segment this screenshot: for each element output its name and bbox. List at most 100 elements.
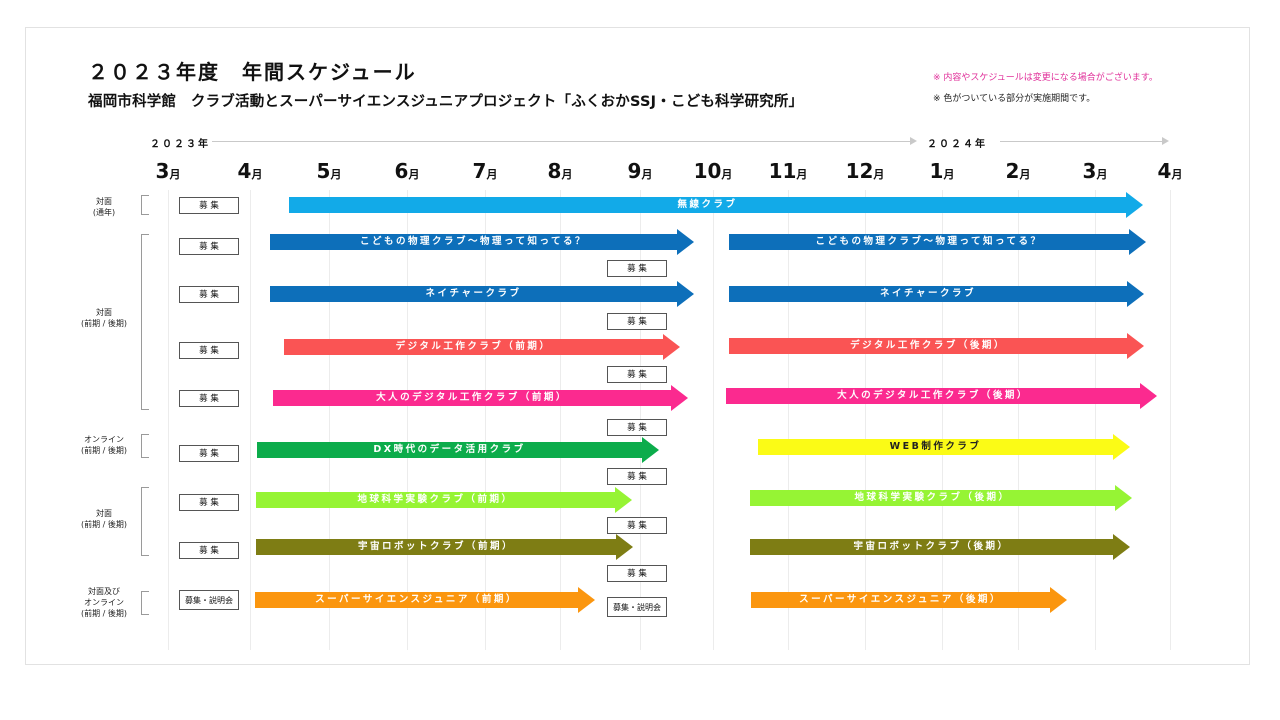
- group-label-line: 対面: [96, 308, 112, 317]
- month-number: 7: [472, 159, 487, 183]
- arrow-shaft: [729, 286, 1127, 302]
- program-arrow-5: デジタル工作クラブ（前期）: [284, 334, 680, 360]
- page-title: ２０２３年度 年間スケジュール: [88, 60, 417, 84]
- month-unit: 月: [641, 168, 653, 181]
- group-bracket: [141, 591, 149, 615]
- program-label: スーパーサイエンスジュニア（前期）: [315, 594, 518, 605]
- group-label-line: (前期 / 後期): [80, 609, 128, 618]
- grid-line: [713, 190, 714, 650]
- grid-line: [407, 190, 408, 650]
- program-arrow-9: DX時代のデータ活用クラブ: [257, 437, 659, 463]
- arrow-shaft: [257, 442, 642, 458]
- year-arrow-start: [910, 137, 917, 145]
- month-number: 12: [845, 159, 874, 183]
- month-number: 3: [1082, 159, 1097, 183]
- month-label-12: 3月: [1065, 159, 1125, 183]
- group-label-line: (前期 / 後期): [80, 520, 128, 529]
- month-label-11: 2月: [988, 159, 1048, 183]
- month-unit: 月: [721, 168, 733, 181]
- year-label-end: ２０２４年: [927, 139, 987, 150]
- arrow-shaft: [256, 539, 616, 555]
- program-label: 地球科学実験クラブ（前期）: [357, 494, 514, 505]
- arrow-shaft: [273, 390, 671, 406]
- program-label: デジタル工作クラブ（後期）: [850, 340, 1006, 351]
- recruit-box: 募 集: [607, 468, 667, 485]
- recruit-box: 募 集: [607, 260, 667, 277]
- note-change: ※ 内容やスケジュールは変更になる場合がございます。: [933, 73, 1158, 83]
- arrow-head: [663, 334, 680, 360]
- month-label-8: 11月: [758, 159, 818, 183]
- grid-line: [1018, 190, 1019, 650]
- month-number: 9: [627, 159, 642, 183]
- group-bracket: [141, 234, 149, 410]
- arrow-shaft: [270, 286, 677, 302]
- month-label-0: 3月: [138, 159, 198, 183]
- month-number: 3: [155, 159, 170, 183]
- group-label-2: オンライン (前期 / 後期): [49, 434, 159, 456]
- program-arrow-14: 宇宙ロボットクラブ（後期）: [750, 534, 1130, 560]
- recruit-box: 募 集: [607, 419, 667, 436]
- program-label: 地球科学実験クラブ（後期）: [854, 492, 1011, 503]
- arrow-shaft: [255, 592, 578, 608]
- recruit-box: 募 集: [179, 390, 239, 407]
- group-label-4: 対面及び オンライン (前期 / 後期): [49, 586, 159, 619]
- program-arrow-15: スーパーサイエンスジュニア（前期）: [255, 587, 595, 613]
- program-arrow-7: 大人のデジタル工作クラブ（前期）: [273, 385, 688, 411]
- month-number: 8: [547, 159, 562, 183]
- month-label-7: 10月: [683, 159, 743, 183]
- month-number: 1: [929, 159, 944, 183]
- grid-line: [942, 190, 943, 650]
- recruit-box: 募 集: [607, 313, 667, 330]
- arrow-head: [1113, 434, 1130, 460]
- arrow-shaft: [750, 539, 1113, 555]
- program-label: ネイチャークラブ: [880, 288, 976, 299]
- grid-line: [329, 190, 330, 650]
- group-label-line: (前期 / 後期): [80, 319, 128, 328]
- program-label: 宇宙ロボットクラブ（後期）: [853, 541, 1010, 552]
- program-label: 無線クラブ: [677, 199, 738, 210]
- month-unit: 月: [1019, 168, 1031, 181]
- month-label-3: 6月: [377, 159, 437, 183]
- program-arrow-10: WEB制作クラブ: [758, 434, 1130, 460]
- group-label-line: オンライン: [84, 435, 124, 444]
- recruit-box: 募 集: [607, 517, 667, 534]
- arrow-shaft: [256, 492, 615, 508]
- year-line-start: [212, 141, 912, 142]
- group-label-line: (前期 / 後期): [80, 446, 128, 455]
- arrow-head: [1113, 534, 1130, 560]
- month-unit: 月: [561, 168, 573, 181]
- program-label: ネイチャークラブ: [425, 288, 522, 299]
- month-number: 5: [316, 159, 331, 183]
- arrow-shaft: [750, 490, 1115, 506]
- grid-line: [865, 190, 866, 650]
- month-number: 4: [237, 159, 252, 183]
- month-label-13: 4月: [1140, 159, 1200, 183]
- program-arrow-6: デジタル工作クラブ（後期）: [729, 333, 1144, 359]
- month-unit: 月: [330, 168, 342, 181]
- month-unit: 月: [251, 168, 263, 181]
- month-unit: 月: [486, 168, 498, 181]
- month-label-10: 1月: [912, 159, 972, 183]
- arrow-head: [677, 281, 694, 307]
- month-unit: 月: [796, 168, 808, 181]
- group-label-line: 対面及び: [88, 587, 120, 596]
- program-arrow-2: こどもの物理クラブ～物理って知ってる？: [729, 229, 1146, 255]
- note-color: ※ 色がついている部分が実施期間です。: [933, 94, 1096, 104]
- group-bracket: [141, 487, 149, 556]
- arrow-head: [671, 385, 688, 411]
- arrow-head: [1140, 383, 1157, 409]
- recruit-box: 募 集: [179, 445, 239, 462]
- arrow-shaft: [729, 338, 1127, 354]
- month-number: 10: [693, 159, 722, 183]
- arrow-shaft: [751, 592, 1050, 608]
- month-label-4: 7月: [455, 159, 515, 183]
- group-bracket: [141, 434, 149, 458]
- group-label-3: 対面 (前期 / 後期): [49, 508, 159, 530]
- program-label: デジタル工作クラブ（前期）: [395, 341, 552, 352]
- program-label: こどもの物理クラブ～物理って知ってる？: [815, 236, 1043, 247]
- month-unit: 月: [873, 168, 885, 181]
- recruit-session-box: 募集・説明会: [607, 597, 667, 617]
- arrow-head: [1050, 587, 1067, 613]
- arrow-shaft: [289, 197, 1126, 213]
- month-number: 4: [1157, 159, 1172, 183]
